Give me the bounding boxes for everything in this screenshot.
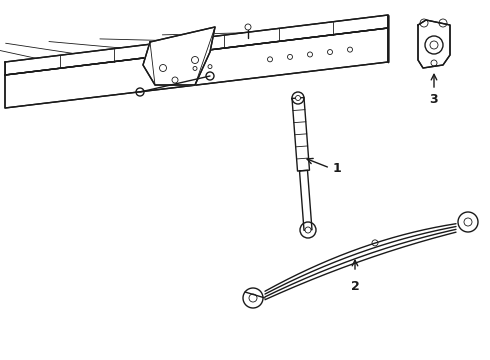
Polygon shape [5, 28, 388, 108]
Polygon shape [292, 98, 310, 171]
Polygon shape [299, 170, 312, 230]
Circle shape [430, 41, 438, 49]
Text: 3: 3 [430, 93, 439, 106]
Polygon shape [418, 20, 450, 68]
Circle shape [305, 227, 311, 233]
Text: 1: 1 [333, 162, 342, 175]
Polygon shape [5, 15, 388, 75]
Polygon shape [143, 27, 215, 85]
Circle shape [295, 95, 300, 100]
Text: 2: 2 [351, 280, 359, 293]
